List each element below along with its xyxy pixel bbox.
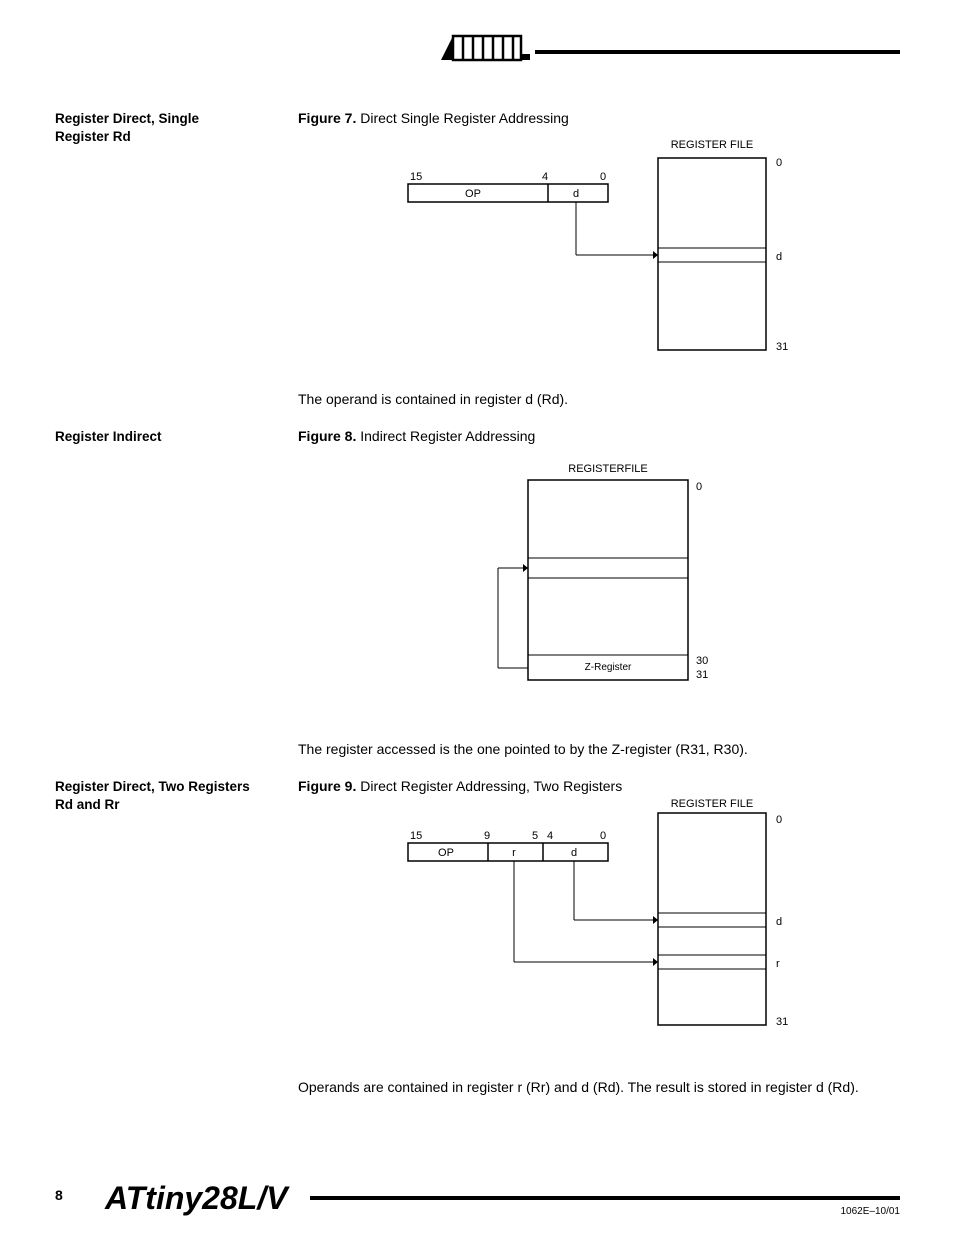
- figure7-diagram: REGISTER FILE 0 d 31 15 4 0 OP d: [298, 130, 818, 375]
- fig9-instr-op: OP: [438, 847, 454, 859]
- fig9-mark-31: 31: [776, 1016, 788, 1028]
- section2-heading: Register Indirect: [55, 428, 162, 446]
- fig9-instr-d: d: [571, 847, 577, 859]
- fig7-instr-0: 0: [600, 171, 606, 183]
- fig8-regfile-label: REGISTERFILE: [568, 463, 647, 475]
- fig9-instr-0: 0: [600, 830, 606, 842]
- figure8-label: Figure 8.: [298, 428, 356, 444]
- fig9-regfile-label: REGISTER FILE: [671, 798, 754, 810]
- section1-heading: Register Direct, Single Register Rd: [55, 110, 290, 145]
- atmel-logo: [435, 32, 530, 73]
- footer-title: ATtiny28L/V: [105, 1180, 288, 1217]
- section3-heading-l1: Register Direct, Two Registers: [55, 779, 250, 794]
- fig9-instr-15: 15: [410, 830, 422, 842]
- section1-heading-l2: Register Rd: [55, 129, 131, 144]
- section1-body: The operand is contained in register d (…: [298, 390, 898, 410]
- fig8-mark-31: 31: [696, 669, 708, 681]
- fig9-mark-r: r: [776, 958, 780, 970]
- header-rule: [535, 50, 900, 54]
- figure7-title: Direct Single Register Addressing: [360, 110, 569, 126]
- fig7-regfile-label: REGISTER FILE: [671, 139, 754, 151]
- figure8-caption: Figure 8. Indirect Register Addressing: [298, 428, 535, 444]
- fig9-instr-4: 4: [547, 830, 553, 842]
- fig9-instr-9: 9: [484, 830, 490, 842]
- figure9-diagram: REGISTER FILE 0 d r 31 15 9 5 4 0 OP r d: [298, 795, 818, 1050]
- figure9-label: Figure 9.: [298, 778, 356, 794]
- section3-heading-l2: Rd and Rr: [55, 797, 120, 812]
- section3-body: Operands are contained in register r (Rr…: [298, 1078, 898, 1098]
- fig7-mark-0: 0: [776, 157, 782, 169]
- fig8-zreg: Z-Register: [585, 662, 632, 673]
- fig7-instr-op: OP: [465, 188, 481, 200]
- fig9-mark-0: 0: [776, 814, 782, 826]
- fig7-mark-d: d: [776, 251, 782, 263]
- fig8-mark-0: 0: [696, 481, 702, 493]
- figure8-title: Indirect Register Addressing: [360, 428, 535, 444]
- fig8-mark-30: 30: [696, 655, 708, 667]
- figure7-caption: Figure 7. Direct Single Register Address…: [298, 110, 569, 126]
- figure9-caption: Figure 9. Direct Register Addressing, Tw…: [298, 778, 622, 794]
- figure9-title: Direct Register Addressing, Two Register…: [360, 778, 622, 794]
- fig9-mark-d: d: [776, 916, 782, 928]
- section1-heading-l1: Register Direct, Single: [55, 111, 199, 126]
- fig7-instr-d: d: [573, 188, 579, 200]
- section2-body: The register accessed is the one pointed…: [298, 740, 898, 760]
- figure7-label: Figure 7.: [298, 110, 356, 126]
- fig7-instr-4: 4: [542, 171, 548, 183]
- fig9-instr-r: r: [512, 847, 516, 859]
- footer-docid: 1062E–10/01: [840, 1206, 900, 1217]
- figure8-diagram: REGISTERFILE 0 30 31 Z-Register: [298, 450, 738, 715]
- section3-heading: Register Direct, Two Registers Rd and Rr: [55, 778, 295, 813]
- fig7-mark-31: 31: [776, 341, 788, 353]
- fig7-instr-15: 15: [410, 171, 422, 183]
- page-number: 8: [55, 1187, 63, 1203]
- footer-rule: [310, 1196, 900, 1200]
- fig9-instr-5: 5: [532, 830, 538, 842]
